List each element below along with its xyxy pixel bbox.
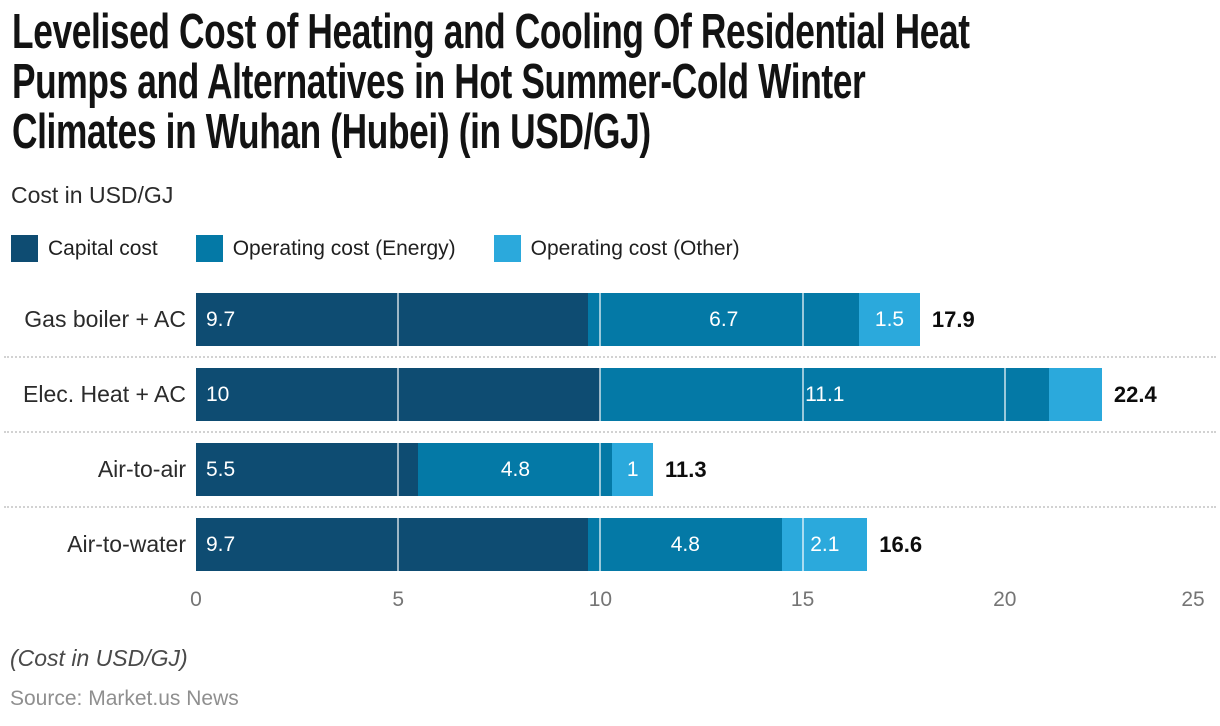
segment-value-label: 11.1 (805, 382, 845, 406)
chart-row: Air-to-air 5.5 4.8 1 11.3 (0, 431, 1220, 507)
legend-item-capital-cost: Capital cost (11, 235, 158, 262)
segment-value-label: 5.5 (206, 457, 236, 481)
x-axis: 0 5 10 15 20 25 (0, 582, 1220, 616)
gridline (1003, 368, 1006, 421)
stacked-bar: 9.7 6.7 1.5 (196, 293, 920, 346)
axis-unit-label: Cost in USD/GJ (11, 182, 174, 208)
legend-item-operating-cost-energy: Operating cost (Energy) (195, 235, 456, 262)
gridline (397, 293, 400, 346)
stacked-bar: 9.7 4.8 2.1 (196, 518, 868, 571)
segment-value-label: 9.7 (206, 307, 236, 331)
x-axis-tick-label: 10 (588, 588, 613, 611)
bar-segment-operating-cost-other (1049, 368, 1102, 421)
gridline (801, 293, 804, 346)
legend-swatch-operating-cost-other (493, 235, 521, 262)
total-value-label: 17.9 (931, 306, 975, 332)
bar-segment-capital-cost: 9.7 (196, 518, 589, 571)
stacked-bar: 5.5 4.8 1 (196, 443, 653, 496)
x-axis-tick-label: 5 (392, 588, 405, 611)
gridline (599, 518, 602, 571)
segment-value-label: 9.7 (206, 532, 236, 556)
bar-segment-operating-cost-energy: 11.1 (600, 368, 1050, 421)
gridline (801, 368, 804, 421)
gridline (599, 368, 602, 421)
segment-value-label: 10 (206, 382, 230, 406)
page-title: Levelised Cost of Heating and Cooling Of… (12, 7, 970, 157)
total-value-label: 16.6 (879, 531, 923, 557)
bar-segment-operating-cost-other: 1 (612, 443, 653, 496)
legend: Capital cost Operating cost (Energy) Ope… (11, 235, 740, 262)
category-label: Air-to-water (67, 531, 186, 557)
segment-value-label: 6.7 (709, 307, 739, 331)
chart-footnote: (Cost in USD/GJ) (10, 645, 188, 671)
bar-segment-operating-cost-other: 1.5 (859, 293, 920, 346)
segment-value-label: 4.8 (500, 457, 531, 481)
gridline (397, 368, 400, 421)
chart-row: Gas boiler + AC 9.7 6.7 1.5 17.9 (0, 282, 1220, 357)
x-axis-tick-label: 15 (790, 588, 815, 611)
x-axis-tick-label: 25 (1181, 588, 1205, 611)
total-value-label: 11.3 (665, 456, 707, 482)
category-label: Elec. Heat + AC (23, 381, 186, 407)
stacked-bar: 10 11.1 (196, 368, 1102, 421)
chart-row: Elec. Heat + AC 10 11.1 22.4 (0, 356, 1220, 432)
page-title-line-1: Levelised Cost of Heating and Cooling Of… (12, 5, 970, 59)
gridline (599, 443, 602, 496)
bar-segment-operating-cost-energy: 4.8 (418, 443, 613, 496)
legend-item-operating-cost-other: Operating cost (Other) (493, 235, 740, 262)
gridline (801, 518, 804, 571)
row-separator (4, 356, 1216, 358)
legend-swatch-capital-cost (11, 235, 38, 262)
row-separator (4, 506, 1216, 508)
total-value-label: 22.4 (1113, 381, 1157, 407)
gridline (397, 518, 400, 571)
legend-label: Operating cost (Other) (530, 236, 740, 260)
page-title-line-2: Pumps and Alternatives in Hot Summer-Col… (12, 55, 866, 109)
bar-segment-operating-cost-other: 2.1 (782, 518, 868, 571)
legend-swatch-operating-cost-energy (195, 235, 223, 262)
x-axis-tick-label: 20 (993, 588, 1017, 611)
segment-value-label: 1 (626, 457, 639, 481)
page-title-line-3: Climates in Wuhan (Hubei) (in USD/GJ) (12, 105, 651, 159)
gridline (599, 293, 602, 346)
category-label: Air-to-air (97, 456, 186, 482)
stacked-bar-chart: Gas boiler + AC 9.7 6.7 1.5 17.9 Elec. Heat +… (0, 282, 1220, 616)
x-axis-tick-label: 0 (190, 588, 202, 611)
category-label: Gas boiler + AC (24, 306, 186, 332)
legend-label: Capital cost (48, 236, 158, 260)
source-credit: Source: Market.us News (10, 687, 239, 710)
bar-segment-operating-cost-energy: 4.8 (588, 518, 783, 571)
segment-value-label: 2.1 (810, 532, 840, 556)
bar-segment-capital-cost: 9.7 (196, 293, 589, 346)
row-separator (4, 431, 1216, 433)
bar-segment-operating-cost-energy: 6.7 (588, 293, 860, 346)
bar-segment-capital-cost: 5.5 (196, 443, 419, 496)
legend-label: Operating cost (Energy) (232, 236, 456, 260)
segment-value-label: 1.5 (874, 307, 905, 331)
chart-row: Air-to-water 9.7 4.8 2.1 16.6 (0, 506, 1220, 582)
gridline (397, 443, 400, 496)
segment-value-label: 4.8 (670, 532, 700, 556)
